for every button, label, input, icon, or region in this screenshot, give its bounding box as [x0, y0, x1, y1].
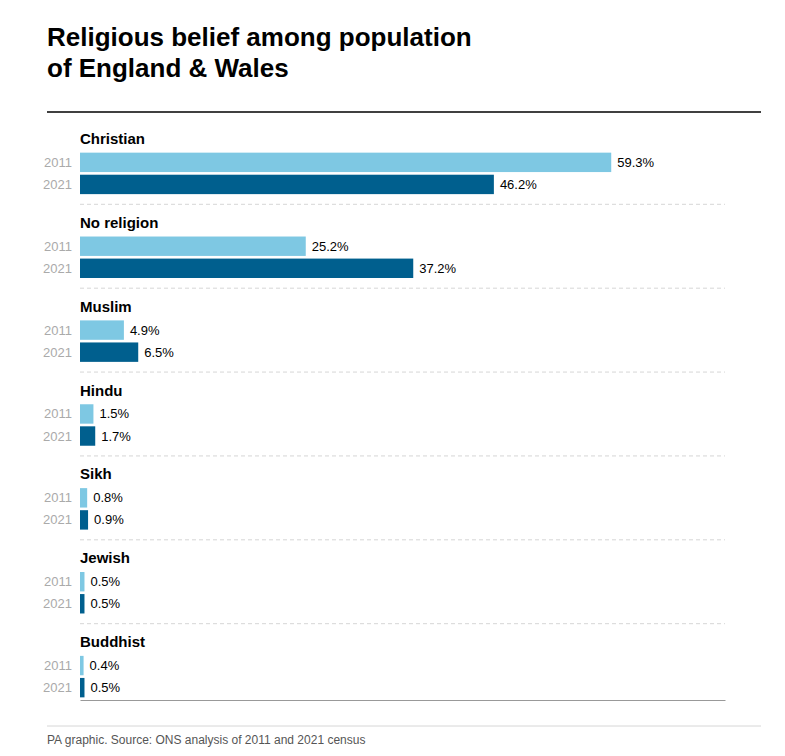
divider — [80, 372, 725, 373]
data-label: 0.5% — [90, 574, 120, 589]
divider — [80, 539, 725, 540]
year-label: 2011 — [44, 406, 72, 421]
labels: Christian No religion Muslim Hindu Sikh Jewis… — [43, 130, 654, 695]
chart: Religious belief among populationof Engl… — [0, 0, 785, 756]
bar — [80, 426, 95, 445]
category-label: Muslim — [80, 298, 132, 315]
data-label: 1.7% — [101, 429, 131, 444]
data-label: 0.9% — [94, 512, 124, 527]
category-label: Christian — [80, 130, 145, 147]
year-label: 2011 — [44, 658, 72, 673]
bar — [80, 153, 611, 172]
bars — [80, 153, 611, 698]
year-label: 2021 — [43, 345, 72, 360]
bar — [80, 678, 84, 697]
bar — [80, 488, 87, 507]
footer: PA graphic. Source: ONS analysis of 2011… — [47, 733, 365, 747]
bar — [80, 237, 306, 256]
bar — [80, 594, 84, 613]
category-label: Hindu — [80, 382, 123, 399]
year-label: 2021 — [43, 680, 72, 695]
bar — [80, 259, 413, 278]
title-line: Religious belief among population — [47, 22, 472, 52]
data-label: 0.5% — [90, 596, 120, 611]
data-label: 0.8% — [93, 490, 123, 505]
divider — [80, 288, 725, 289]
title: Religious belief among populationof Engl… — [47, 22, 472, 83]
bar — [80, 404, 93, 423]
year-label: 2011 — [44, 574, 72, 589]
category-label: No religion — [80, 214, 158, 231]
category-label: Sikh — [80, 465, 112, 482]
year-label: 2011 — [44, 323, 72, 338]
year-label: 2021 — [43, 177, 72, 192]
year-label: 2021 — [43, 261, 72, 276]
data-label: 59.3% — [617, 155, 654, 170]
divider — [80, 623, 725, 624]
year-label: 2021 — [43, 512, 72, 527]
divider — [80, 204, 725, 205]
data-label: 4.9% — [130, 323, 160, 338]
data-label: 46.2% — [500, 177, 537, 192]
data-label: 0.4% — [90, 658, 120, 673]
bar — [80, 656, 84, 675]
axis-line — [81, 700, 726, 701]
category-label: Jewish — [80, 549, 130, 566]
divider — [80, 455, 725, 456]
data-label: 1.5% — [99, 406, 129, 421]
data-label: 37.2% — [419, 261, 456, 276]
year-label: 2021 — [43, 429, 72, 444]
x-axis — [81, 700, 726, 701]
title-rule — [47, 111, 761, 113]
footer-rule — [47, 726, 761, 727]
data-label: 0.5% — [90, 680, 120, 695]
data-label: 6.5% — [144, 345, 174, 360]
year-label: 2011 — [44, 239, 72, 254]
data-label: 25.2% — [312, 239, 349, 254]
year-label: 2011 — [44, 155, 72, 170]
year-label: 2021 — [43, 596, 72, 611]
bar — [80, 510, 88, 529]
category-label: Buddhist — [80, 633, 145, 650]
bar — [80, 175, 494, 194]
bar — [80, 320, 124, 339]
bar — [80, 572, 84, 591]
title-line: of England & Wales — [47, 53, 289, 83]
bar — [80, 342, 138, 361]
year-label: 2011 — [44, 490, 72, 505]
